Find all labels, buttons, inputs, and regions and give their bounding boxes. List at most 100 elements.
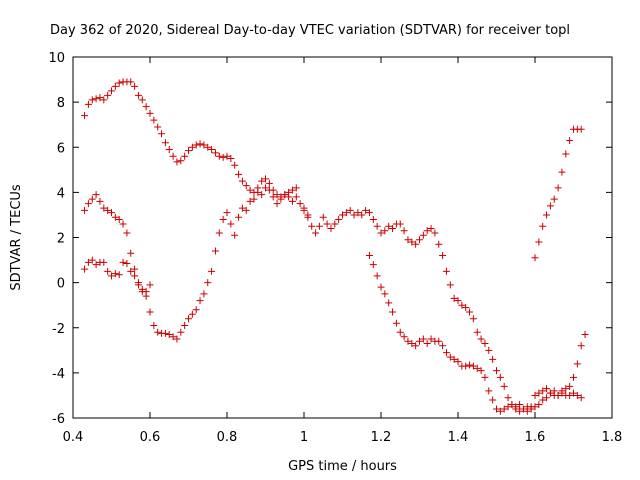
data-point [558, 387, 566, 395]
data-point [562, 150, 570, 158]
x-tick-label: 1 [300, 430, 308, 445]
data-point [246, 186, 254, 194]
data-point [396, 220, 404, 228]
data-point [84, 258, 92, 266]
series-sat-f [531, 125, 585, 262]
data-point [546, 202, 554, 210]
y-axis-label: SDTVAR / TECUs [9, 184, 24, 291]
data-point [292, 193, 300, 201]
data-point [265, 186, 273, 194]
data-point [169, 333, 177, 341]
data-point [377, 283, 385, 291]
data-point [419, 335, 427, 343]
chart-title: Day 362 of 2020, Sidereal Day-to-day VTE… [50, 23, 570, 38]
data-point [142, 288, 150, 296]
data-point [115, 79, 123, 87]
data-point [273, 200, 281, 208]
data-point [427, 335, 435, 343]
data-point [154, 123, 162, 131]
data-point [535, 400, 543, 408]
data-point [84, 100, 92, 108]
data-point [281, 191, 289, 199]
data-point [496, 407, 504, 415]
data-point [454, 297, 462, 305]
data-point [473, 328, 481, 336]
data-point [123, 229, 131, 237]
data-point [242, 206, 250, 214]
data-point [254, 188, 262, 196]
data-point [96, 197, 104, 205]
data-point [446, 281, 454, 289]
data-point [100, 204, 108, 212]
data-point [508, 400, 516, 408]
data-point [262, 175, 269, 183]
data-point [169, 152, 177, 160]
data-point [104, 267, 112, 275]
data-point [215, 229, 223, 237]
data-point [223, 152, 231, 160]
data-point [339, 211, 346, 219]
data-point [188, 310, 196, 318]
data-point [111, 213, 119, 221]
data-point [535, 238, 543, 246]
data-point [412, 240, 420, 248]
data-point [435, 337, 443, 345]
data-point [369, 261, 377, 269]
data-point [108, 209, 115, 217]
data-point [315, 222, 323, 230]
y-tick-label: 0 [57, 277, 65, 292]
data-point [566, 136, 574, 144]
data-point [477, 335, 485, 343]
data-point [500, 405, 508, 413]
data-point [104, 206, 112, 214]
data-point [577, 125, 585, 133]
data-point [223, 209, 231, 217]
data-point [550, 195, 558, 203]
data-point [573, 360, 581, 368]
data-point [570, 389, 577, 397]
data-point [581, 331, 589, 339]
data-point [146, 281, 154, 289]
y-tick-label: 6 [57, 141, 65, 156]
x-tick-label: 1.6 [525, 430, 546, 445]
data-point [215, 152, 223, 160]
data-point [446, 353, 454, 361]
data-point [412, 342, 420, 350]
data-point [119, 220, 127, 228]
data-point [427, 224, 435, 232]
data-point [439, 252, 447, 260]
data-point [350, 211, 358, 219]
data-point [288, 186, 296, 194]
x-tick-label: 1.2 [371, 430, 392, 445]
x-tick-label: 0.8 [217, 430, 238, 445]
data-point [419, 231, 427, 239]
data-point [211, 149, 219, 157]
data-point [481, 340, 489, 348]
data-point [519, 405, 527, 413]
data-point [539, 396, 547, 404]
data-point [265, 179, 273, 187]
data-point [235, 213, 243, 221]
data-point [188, 143, 196, 151]
data-point [292, 184, 300, 192]
data-point [88, 96, 96, 104]
data-point [177, 157, 185, 165]
data-point [304, 213, 312, 221]
data-point [369, 215, 377, 223]
data-point [242, 182, 250, 190]
data-point [246, 197, 254, 205]
data-point [100, 258, 108, 266]
data-point [185, 147, 192, 155]
data-point [250, 195, 258, 203]
data-point [469, 362, 477, 370]
data-point [285, 193, 293, 201]
data-point [108, 87, 115, 95]
data-point [365, 252, 373, 260]
data-point [312, 229, 320, 237]
data-point [562, 385, 570, 393]
data-point [81, 206, 89, 214]
data-point [577, 394, 585, 402]
x-tick-labels: 0.4 0.6 0.8 1 1.2 1.4 1.6 1.8 [63, 430, 623, 445]
data-point [238, 204, 246, 212]
data-point [389, 308, 397, 316]
